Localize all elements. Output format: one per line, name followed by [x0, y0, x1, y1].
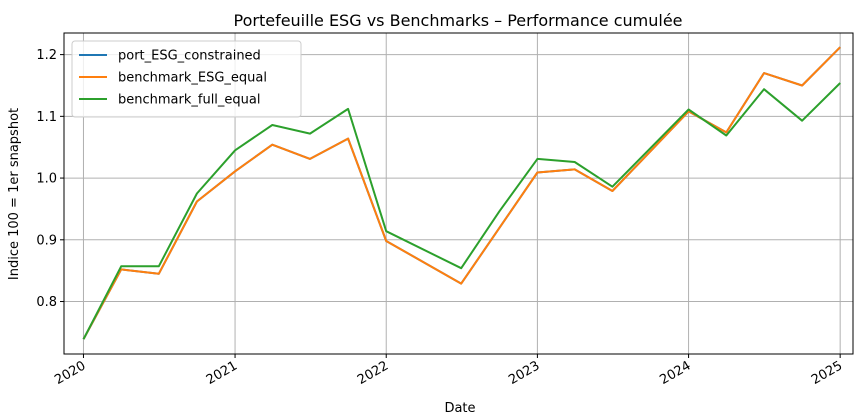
y-tick-label: 1.2 [36, 48, 57, 63]
series-line-1 [82, 46, 841, 340]
x-tick-label: 2023 [506, 358, 542, 388]
y-tick-label: 1.1 [36, 110, 57, 125]
legend: port_ESG_constrained benchmark_ESG_equalb… [71, 40, 302, 118]
legend-label: benchmark_full_equal [118, 93, 261, 108]
y-tick-label: 0.9 [36, 233, 57, 248]
x-tick-label: 2025 [809, 358, 845, 388]
series-line-2 [82, 82, 841, 340]
x-tick-label: 2020 [52, 358, 88, 388]
y-tick-label: 0.8 [36, 295, 57, 310]
series-lines [82, 46, 841, 340]
legend-label: port_ESG_constrained [118, 49, 261, 64]
chart-title: Portefeuille ESG vs Benchmarks – Perform… [234, 11, 683, 30]
x-tick-label: 2022 [355, 358, 391, 388]
x-axis: 2020 2021 2022 2023 2024 2025 [52, 354, 845, 388]
x-tick-label: 2021 [204, 358, 240, 388]
legend-label: benchmark_ESG_equal [118, 71, 267, 86]
y-tick-label: 1.0 [36, 172, 57, 187]
y-axis: 0.8 0.9 1.0 1.1 1.2 [36, 48, 64, 310]
x-tick-label: 2024 [657, 358, 693, 388]
legend-box [71, 40, 302, 118]
plot-frame [63, 32, 854, 355]
x-axis-label: Date [444, 401, 475, 416]
y-axis-label: Indice 100 = 1er snapshot [7, 108, 22, 280]
